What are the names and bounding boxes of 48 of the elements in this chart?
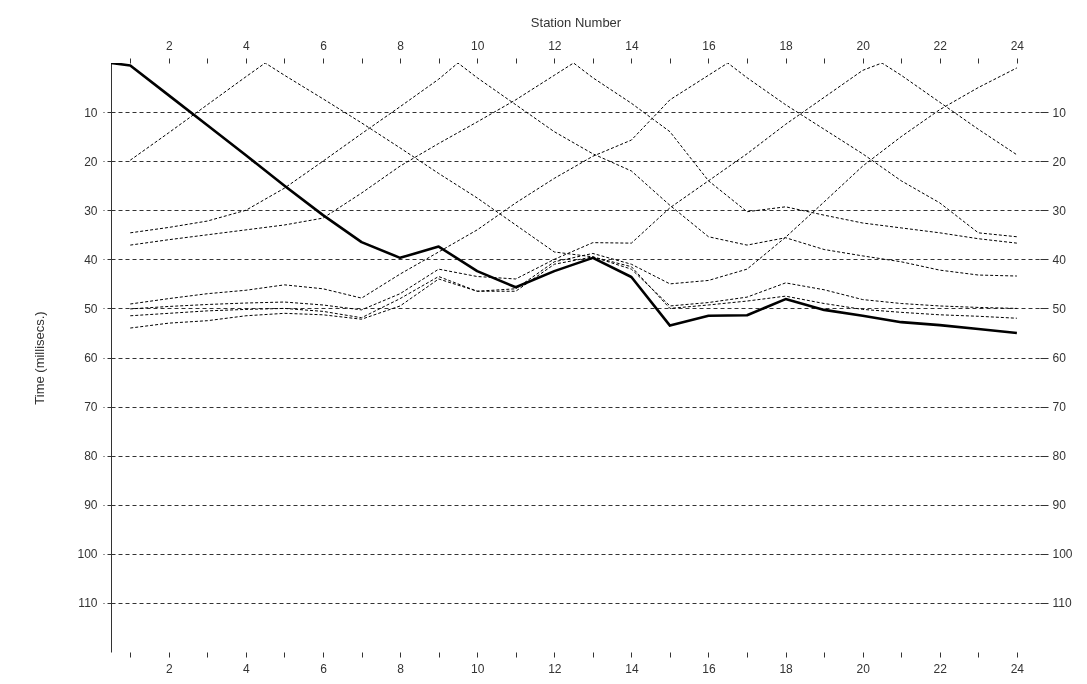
- y-tick-label: 80: [84, 449, 98, 464]
- y2-tick-label: 30: [1052, 203, 1067, 218]
- x-tick-label: 2: [165, 661, 173, 676]
- y2-tick-label: 40: [1052, 252, 1067, 267]
- x-tick-label: 8: [397, 661, 405, 676]
- x2-tick-label: 2: [165, 38, 173, 53]
- y-tick-label: 90: [84, 498, 98, 513]
- x-tick-label: 18: [779, 661, 794, 676]
- x2-tick-label: 10: [471, 38, 485, 53]
- x2-axis-title: Station Number: [530, 14, 622, 30]
- y2-tick-label: 80: [1052, 449, 1067, 464]
- x-tick-label: 12: [548, 661, 562, 676]
- y-tick-label: 50: [84, 301, 98, 316]
- x2-tick-label: 4: [243, 38, 251, 53]
- y-tick-label: 60: [84, 351, 98, 365]
- y2-tick-label: 20: [1052, 154, 1067, 169]
- y-tick-label: 100: [77, 547, 98, 562]
- x-tick-label: 24: [1010, 661, 1025, 676]
- x2-tick-label: 18: [779, 38, 794, 53]
- y-axis-title: Time (millisecs.): [32, 311, 48, 405]
- y2-tick-label: 100: [1052, 547, 1073, 562]
- x-tick-label: 22: [933, 661, 948, 676]
- y-tick-label: 110: [78, 596, 98, 611]
- y-tick-label: 40: [84, 252, 98, 267]
- x2-tick-label: 16: [702, 38, 716, 53]
- x-tick-label: 16: [702, 661, 716, 676]
- y2-tick-label: 90: [1052, 498, 1067, 513]
- x-tick-label: 10: [471, 661, 485, 676]
- x2-tick-label: 24: [1010, 38, 1025, 53]
- y-tick-label: 30: [84, 203, 98, 218]
- x-tick-label: 6: [320, 661, 328, 676]
- x2-tick-label: 14: [625, 38, 639, 53]
- y2-tick-label: 110: [1052, 596, 1072, 611]
- y2-tick-label: 50: [1052, 301, 1067, 316]
- y-tick-label: 10: [84, 105, 98, 120]
- x-tick-label: 4: [243, 661, 251, 676]
- x-tick-label: 20: [856, 661, 871, 676]
- y2-tick-label: 70: [1052, 400, 1067, 415]
- y2-tick-label: 10: [1052, 105, 1067, 120]
- x2-tick-label: 12: [548, 38, 562, 53]
- y-tick-label: 20: [84, 154, 98, 169]
- x-tick-label: 14: [625, 661, 639, 676]
- x2-tick-label: 6: [320, 38, 328, 53]
- x2-tick-label: 8: [397, 38, 405, 53]
- y-tick-label: 70: [84, 400, 98, 415]
- y2-tick-label: 60: [1052, 351, 1067, 365]
- x2-tick-label: 20: [856, 38, 871, 53]
- x2-tick-label: 22: [933, 38, 948, 53]
